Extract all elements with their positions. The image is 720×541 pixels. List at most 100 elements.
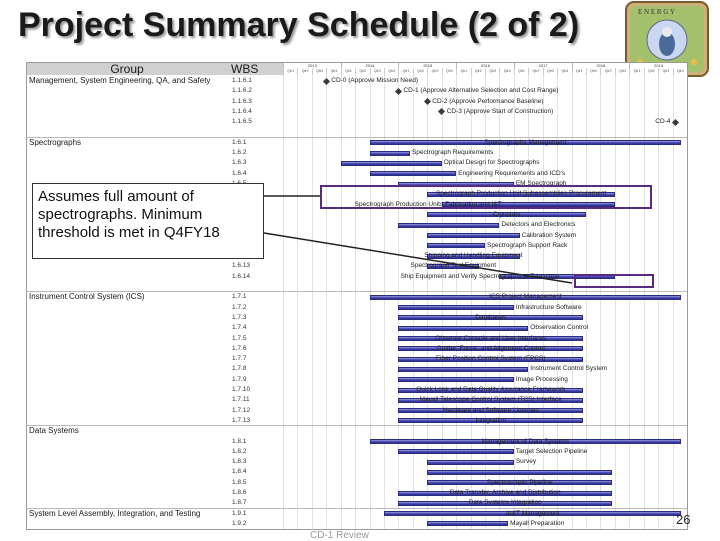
quarter-gridline bbox=[384, 75, 385, 529]
wbs-cell: 1.8.3 bbox=[232, 458, 247, 466]
task-label: Mayall Telescope Control System (TCS) In… bbox=[419, 396, 562, 404]
timeline-area: 2013 Qtr1 Qtr2 Qtr3 Qtr4 2014 Qtr1 Qtr2 Qtr3 Qtr4… bbox=[283, 63, 687, 529]
wbs-cell: 1.1.6.1 bbox=[232, 77, 252, 84]
quarter-gridline bbox=[643, 75, 645, 529]
wbs-cell: 1.7.12 bbox=[232, 406, 251, 414]
quarter-gridline bbox=[499, 75, 501, 529]
task-bar bbox=[398, 366, 529, 372]
quarter-gridline bbox=[629, 75, 631, 529]
quarter-gridline bbox=[658, 75, 660, 529]
quarter-header: Qtr2 bbox=[643, 68, 658, 75]
task-label: Spectrograph Support Rack bbox=[487, 241, 568, 249]
year-header-2015: 2015 bbox=[398, 63, 456, 68]
quarter-header: Qtr3 bbox=[369, 68, 384, 75]
year-header-2017: 2017 bbox=[513, 63, 572, 68]
task-label: Spectrographs Management bbox=[484, 138, 567, 146]
task-label: Mayall Preparation bbox=[510, 519, 565, 527]
wbs-cell: 1.1.6.4 bbox=[232, 107, 252, 115]
task-bar bbox=[398, 305, 514, 311]
task-label: Engineering Requirements and ICD's bbox=[458, 169, 566, 177]
wbs-cell: 1.7.7 bbox=[232, 355, 247, 363]
footer-center: CD-1 Review bbox=[310, 530, 369, 541]
wbs-cell: 1.1.6.2 bbox=[232, 87, 252, 95]
quarter-gridline bbox=[297, 75, 299, 529]
milestone-label: CD-0 (Approve Mission Need) bbox=[331, 77, 418, 84]
quarter-gridline bbox=[369, 75, 371, 529]
quarter-header: Qtr4 bbox=[441, 68, 456, 75]
wbs-cell: 1.6.3 bbox=[232, 159, 247, 167]
quarter-gridline bbox=[528, 75, 530, 529]
quarter-gridline bbox=[557, 75, 559, 529]
wbs-cell: 1.7.13 bbox=[232, 416, 251, 424]
quarter-header: Qtr2 bbox=[297, 68, 311, 75]
year-header-2013: 2013 bbox=[283, 63, 341, 68]
highlight-box-verification bbox=[574, 274, 654, 288]
quarter-header: Qtr3 bbox=[427, 68, 441, 75]
highlight-box-production bbox=[320, 185, 652, 209]
task-bar bbox=[369, 294, 682, 300]
task-label: Infrastructure Software bbox=[515, 303, 582, 311]
wbs-cell: 1.6.14 bbox=[232, 272, 251, 280]
schedule-gantt: Group WBS 2013 Qtr1 Qtr2 Qtr3 Qtr4 2014 Qtr1 Qt… bbox=[26, 62, 688, 530]
quarter-header: Qtr1 bbox=[456, 68, 470, 75]
quarter-header: Qtr3 bbox=[311, 68, 326, 75]
year-header-2016: 2016 bbox=[456, 63, 514, 68]
quarter-header: Qtr2 bbox=[355, 68, 369, 75]
wbs-cell: 1.7.2 bbox=[232, 303, 247, 311]
task-label: Detectors and Electronics bbox=[501, 221, 576, 229]
wbs-cell: 1.7.11 bbox=[232, 396, 250, 404]
year-header-2018: 2018 bbox=[571, 63, 630, 68]
quarter-header: Qtr4 bbox=[557, 68, 571, 75]
task-bar bbox=[398, 325, 529, 331]
task-bar bbox=[427, 212, 586, 218]
wbs-cell: 1.6.13 bbox=[232, 262, 251, 270]
task-label: Cryostats bbox=[492, 210, 521, 218]
quarter-gridline bbox=[586, 75, 587, 529]
group-divider bbox=[27, 136, 687, 138]
task-label: Spectrograph Production Unit Subassembli… bbox=[435, 190, 607, 198]
task-bar bbox=[340, 160, 442, 166]
task-label: Optical Design for Spectrographs bbox=[443, 159, 540, 167]
task-bar bbox=[369, 140, 682, 146]
wbs-cell: 1.8.6 bbox=[232, 489, 247, 496]
task-label: Hardware and Software Licenses bbox=[442, 406, 539, 414]
task-label: Target Selection Pipeline bbox=[515, 447, 588, 455]
wbs-cell: 1.8.7 bbox=[232, 499, 247, 507]
task-label: ICS Project Management bbox=[489, 293, 562, 301]
task-bar bbox=[369, 150, 410, 156]
task-bar bbox=[427, 469, 612, 475]
task-label: Fiber Position Control System (FPCS) bbox=[436, 355, 546, 363]
wbs-cell: 1.8.4 bbox=[232, 468, 247, 476]
task-label: Spectrograph Test Equipment bbox=[410, 262, 497, 270]
task-bar bbox=[398, 408, 584, 414]
quarter-gridline bbox=[355, 75, 357, 529]
task-bar bbox=[398, 356, 584, 362]
task-bar bbox=[384, 511, 682, 517]
task-bar bbox=[427, 459, 514, 465]
task-label: Image Processing bbox=[515, 375, 568, 383]
task-label: EM Spectrograph bbox=[515, 180, 567, 187]
task-bar bbox=[398, 490, 612, 496]
quarter-header: Qtr1 bbox=[398, 68, 412, 75]
slide-title: Project Summary Schedule (2 of 2) bbox=[18, 6, 580, 44]
year-header-2014: 2014 bbox=[340, 63, 399, 68]
group-divider bbox=[27, 425, 687, 427]
quarter-gridline bbox=[542, 75, 544, 529]
task-label: Integration bbox=[475, 416, 507, 424]
quarter-header: Qtr1 bbox=[283, 68, 297, 75]
task-label: Databases bbox=[475, 313, 507, 321]
quarter-gridline bbox=[398, 75, 400, 529]
task-bar bbox=[398, 377, 514, 383]
group-label: Data Systems bbox=[29, 426, 79, 436]
group-divider bbox=[27, 291, 687, 293]
quarter-header: Qtr3 bbox=[485, 68, 499, 75]
task-label: Ship Equipment and Verify Spectrographs … bbox=[400, 272, 560, 280]
quarter-header: Qtr1 bbox=[629, 68, 643, 75]
quarter-gridline bbox=[600, 75, 602, 529]
quarter-gridline bbox=[571, 75, 573, 529]
task-bar bbox=[398, 449, 514, 455]
task-bar bbox=[398, 222, 500, 228]
quarter-gridline bbox=[311, 75, 313, 529]
quarter-header: Qtr3 bbox=[542, 68, 557, 75]
milestone-label: CD-2 (Approve Performance Baseline) bbox=[432, 97, 544, 105]
